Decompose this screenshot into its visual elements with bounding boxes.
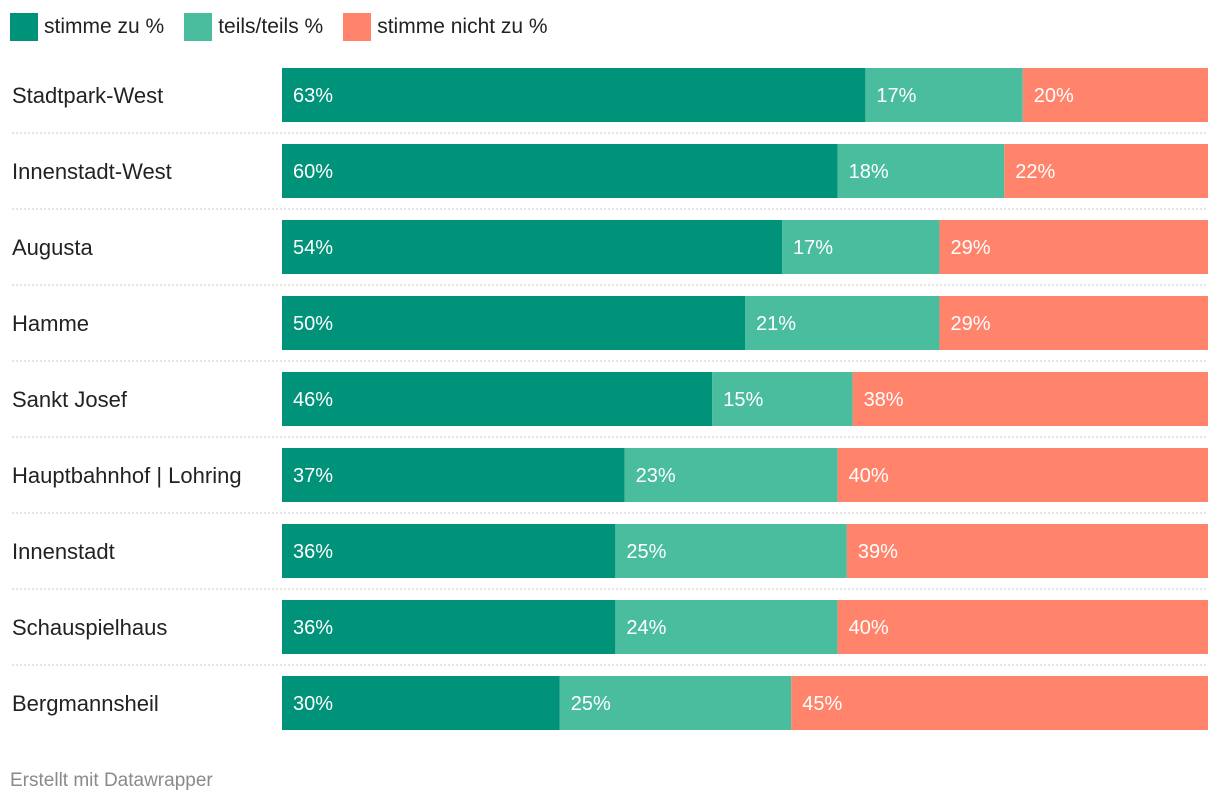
legend-swatch-teils-teils xyxy=(184,13,213,41)
legend-item-teils-teils: teils/teils % xyxy=(184,13,323,41)
value-label-hamme-stimme-zu: 50% xyxy=(293,313,333,335)
value-label-hauptbahnhof-lohring-stimme-nicht-zu: 40% xyxy=(849,465,889,487)
footer-credit: Erstellt mit Datawrapper xyxy=(10,770,213,791)
value-label-innenstadt-west-stimme-zu: 60% xyxy=(293,161,333,183)
value-label-bergmannsheil-stimme-zu: 30% xyxy=(293,693,333,715)
bar-segment-hamme-stimme-zu xyxy=(282,296,745,350)
category-label-sankt-josef: Sankt Josef xyxy=(12,387,128,412)
bar-segment-hamme-teils-teils xyxy=(745,296,940,350)
chart-legend: stimme zu % teils/teils % stimme nicht z… xyxy=(10,12,568,42)
value-label-innenstadt-west-teils-teils: 18% xyxy=(849,161,889,183)
legend-label-stimme-zu: stimme zu % xyxy=(44,15,165,38)
value-label-sankt-josef-teils-teils: 15% xyxy=(723,389,763,411)
bar-segment-stadtpark-west-stimme-zu xyxy=(282,68,866,122)
category-label-bergmannsheil: Bergmannsheil xyxy=(12,691,159,716)
category-label-innenstadt-west: Innenstadt-West xyxy=(12,159,172,184)
bar-segment-sankt-josef-stimme-zu xyxy=(282,372,713,426)
bar-segment-hauptbahnhof-lohring-stimme-zu xyxy=(282,448,625,502)
bar-segment-stadtpark-west-teils-teils xyxy=(865,68,1023,122)
legend-label-teils-teils: teils/teils % xyxy=(218,15,324,38)
value-label-schauspielhaus-stimme-zu: 36% xyxy=(293,617,333,639)
bar-segment-innenstadt-west-stimme-nicht-zu xyxy=(1004,144,1208,198)
bar-segment-stadtpark-west-stimme-nicht-zu xyxy=(1022,68,1208,122)
value-label-schauspielhaus-teils-teils: 24% xyxy=(626,617,666,639)
value-label-sankt-josef-stimme-nicht-zu: 38% xyxy=(864,389,904,411)
value-label-augusta-teils-teils: 17% xyxy=(793,237,833,259)
value-label-bergmannsheil-teils-teils: 25% xyxy=(571,693,611,715)
value-label-augusta-stimme-zu: 54% xyxy=(293,237,333,259)
value-label-innenstadt-west-stimme-nicht-zu: 22% xyxy=(1015,161,1055,183)
bar-segment-innenstadt-west-stimme-zu xyxy=(282,144,838,198)
value-label-hauptbahnhof-lohring-stimme-zu: 37% xyxy=(293,465,333,487)
category-label-hamme: Hamme xyxy=(12,311,89,336)
value-label-hauptbahnhof-lohring-teils-teils: 23% xyxy=(636,465,676,487)
value-label-bergmannsheil-stimme-nicht-zu: 45% xyxy=(802,693,842,715)
bar-segment-innenstadt-stimme-nicht-zu xyxy=(846,524,1208,578)
bar-segment-schauspielhaus-stimme-zu xyxy=(282,600,616,654)
bar-segment-bergmannsheil-stimme-zu xyxy=(282,676,560,730)
bar-segment-schauspielhaus-teils-teils xyxy=(615,600,838,654)
category-label-augusta: Augusta xyxy=(12,235,93,260)
bar-segment-sankt-josef-stimme-nicht-zu xyxy=(852,372,1208,426)
bar-segment-innenstadt-stimme-zu xyxy=(282,524,616,578)
legend-swatch-stimme-nicht-zu xyxy=(343,13,372,41)
legend-label-stimme-nicht-zu: stimme nicht zu % xyxy=(377,15,548,38)
legend-item-stimme-nicht-zu: stimme nicht zu % xyxy=(343,13,548,41)
category-label-stadtpark-west: Stadtpark-West xyxy=(12,83,163,108)
value-label-schauspielhaus-stimme-nicht-zu: 40% xyxy=(849,617,889,639)
value-label-stadtpark-west-teils-teils: 17% xyxy=(876,85,916,107)
bar-segment-sankt-josef-teils-teils xyxy=(712,372,853,426)
bar-segment-innenstadt-west-teils-teils xyxy=(837,144,1005,198)
legend-item-stimme-zu: stimme zu % xyxy=(10,13,164,41)
value-label-sankt-josef-stimme-zu: 46% xyxy=(293,389,333,411)
bar-segment-schauspielhaus-stimme-nicht-zu xyxy=(837,600,1208,654)
category-label-hauptbahnhof-lohring: Hauptbahnhof | Lohring xyxy=(12,463,242,488)
value-label-stadtpark-west-stimme-zu: 63% xyxy=(293,85,333,107)
bar-segment-augusta-stimme-zu xyxy=(282,220,783,274)
value-label-hamme-stimme-nicht-zu: 29% xyxy=(950,313,990,335)
value-label-augusta-stimme-nicht-zu: 29% xyxy=(950,237,990,259)
bar-segment-hauptbahnhof-lohring-stimme-nicht-zu xyxy=(837,448,1208,502)
bar-segment-augusta-teils-teils xyxy=(782,220,940,274)
bar-segment-augusta-stimme-nicht-zu xyxy=(939,220,1208,274)
category-label-schauspielhaus: Schauspielhaus xyxy=(12,615,167,640)
bar-segment-innenstadt-teils-teils xyxy=(615,524,847,578)
value-label-innenstadt-teils-teils: 25% xyxy=(626,541,666,563)
value-label-innenstadt-stimme-zu: 36% xyxy=(293,541,333,563)
bar-segment-bergmannsheil-stimme-nicht-zu xyxy=(791,676,1208,730)
legend-swatch-stimme-zu xyxy=(10,13,38,41)
stacked-bar-chart: Stadtpark-West 63% 17% 20% Innenstadt-West 60… xyxy=(12,68,1208,730)
category-label-innenstadt: Innenstadt xyxy=(12,539,115,564)
bar-segment-hamme-stimme-nicht-zu xyxy=(939,296,1208,350)
value-label-hamme-teils-teils: 21% xyxy=(756,313,796,335)
bar-segment-bergmannsheil-teils-teils xyxy=(559,676,792,730)
bar-segment-hauptbahnhof-lohring-teils-teils xyxy=(624,448,838,502)
value-label-stadtpark-west-stimme-nicht-zu: 20% xyxy=(1034,85,1074,107)
value-label-innenstadt-stimme-nicht-zu: 39% xyxy=(858,541,898,563)
